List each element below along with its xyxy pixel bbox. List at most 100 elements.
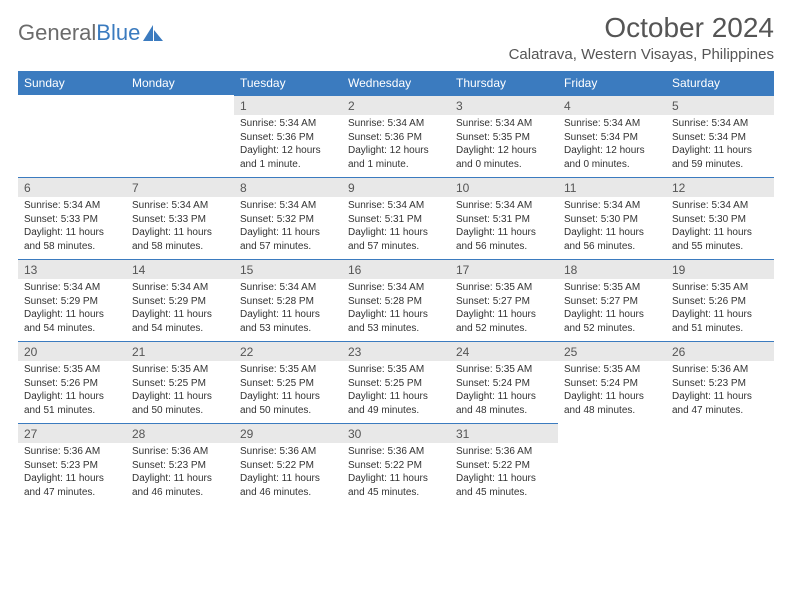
day-details: Sunrise: 5:36 AMSunset: 5:23 PMDaylight:… [666, 361, 774, 421]
daylight-text: Daylight: 12 hours and 1 minute. [348, 144, 444, 171]
sunset-text: Sunset: 5:22 PM [348, 459, 444, 473]
sunset-text: Sunset: 5:30 PM [672, 213, 768, 227]
daylight-text: Daylight: 11 hours and 58 minutes. [132, 226, 228, 253]
day-number: 2 [342, 95, 450, 115]
sunrise-text: Sunrise: 5:35 AM [456, 281, 552, 295]
day-number: 3 [450, 95, 558, 115]
calendar-cell: 20Sunrise: 5:35 AMSunset: 5:26 PMDayligh… [18, 341, 126, 423]
sunrise-text: Sunrise: 5:35 AM [24, 363, 120, 377]
day-number: 10 [450, 177, 558, 197]
calendar-cell: 31Sunrise: 5:36 AMSunset: 5:22 PMDayligh… [450, 423, 558, 505]
sunset-text: Sunset: 5:23 PM [24, 459, 120, 473]
sunrise-text: Sunrise: 5:35 AM [348, 363, 444, 377]
day-details: Sunrise: 5:34 AMSunset: 5:31 PMDaylight:… [450, 197, 558, 257]
sunrise-text: Sunrise: 5:34 AM [564, 199, 660, 213]
day-details: Sunrise: 5:34 AMSunset: 5:32 PMDaylight:… [234, 197, 342, 257]
day-number: 14 [126, 259, 234, 279]
day-details: Sunrise: 5:34 AMSunset: 5:36 PMDaylight:… [234, 115, 342, 175]
sunrise-text: Sunrise: 5:34 AM [132, 281, 228, 295]
title-block: October 2024 Calatrava, Western Visayas,… [509, 12, 774, 63]
day-details: Sunrise: 5:34 AMSunset: 5:30 PMDaylight:… [558, 197, 666, 257]
daylight-text: Daylight: 11 hours and 50 minutes. [240, 390, 336, 417]
day-details: Sunrise: 5:34 AMSunset: 5:30 PMDaylight:… [666, 197, 774, 257]
logo-text-2: Blue [96, 20, 140, 46]
day-number: 6 [18, 177, 126, 197]
calendar-cell: 7Sunrise: 5:34 AMSunset: 5:33 PMDaylight… [126, 177, 234, 259]
daylight-text: Daylight: 11 hours and 49 minutes. [348, 390, 444, 417]
header: GeneralBlue October 2024 Calatrava, West… [18, 12, 774, 63]
sunset-text: Sunset: 5:34 PM [672, 131, 768, 145]
day-number: 21 [126, 341, 234, 361]
calendar-cell: 15Sunrise: 5:34 AMSunset: 5:28 PMDayligh… [234, 259, 342, 341]
calendar-cell: 25Sunrise: 5:35 AMSunset: 5:24 PMDayligh… [558, 341, 666, 423]
daylight-text: Daylight: 11 hours and 53 minutes. [348, 308, 444, 335]
day-number: 22 [234, 341, 342, 361]
calendar-cell [126, 95, 234, 177]
day-number: 27 [18, 423, 126, 443]
day-number: 28 [126, 423, 234, 443]
sunset-text: Sunset: 5:34 PM [564, 131, 660, 145]
calendar-cell: 30Sunrise: 5:36 AMSunset: 5:22 PMDayligh… [342, 423, 450, 505]
day-details: Sunrise: 5:35 AMSunset: 5:25 PMDaylight:… [234, 361, 342, 421]
sunrise-text: Sunrise: 5:34 AM [456, 117, 552, 131]
day-number: 31 [450, 423, 558, 443]
calendar-week-row: 13Sunrise: 5:34 AMSunset: 5:29 PMDayligh… [18, 259, 774, 341]
sunrise-text: Sunrise: 5:34 AM [564, 117, 660, 131]
day-header: Saturday [666, 71, 774, 95]
day-number: 25 [558, 341, 666, 361]
day-details: Sunrise: 5:34 AMSunset: 5:31 PMDaylight:… [342, 197, 450, 257]
day-number: 12 [666, 177, 774, 197]
daylight-text: Daylight: 11 hours and 54 minutes. [132, 308, 228, 335]
daylight-text: Daylight: 12 hours and 0 minutes. [564, 144, 660, 171]
daylight-text: Daylight: 11 hours and 57 minutes. [240, 226, 336, 253]
sunset-text: Sunset: 5:31 PM [348, 213, 444, 227]
day-header: Tuesday [234, 71, 342, 95]
daylight-text: Daylight: 11 hours and 45 minutes. [348, 472, 444, 499]
calendar-cell: 12Sunrise: 5:34 AMSunset: 5:30 PMDayligh… [666, 177, 774, 259]
day-header: Wednesday [342, 71, 450, 95]
sunset-text: Sunset: 5:22 PM [240, 459, 336, 473]
day-details: Sunrise: 5:34 AMSunset: 5:33 PMDaylight:… [18, 197, 126, 257]
sunset-text: Sunset: 5:31 PM [456, 213, 552, 227]
day-number: 1 [234, 95, 342, 115]
calendar-cell: 18Sunrise: 5:35 AMSunset: 5:27 PMDayligh… [558, 259, 666, 341]
calendar-week-row: 1Sunrise: 5:34 AMSunset: 5:36 PMDaylight… [18, 95, 774, 177]
calendar-cell: 6Sunrise: 5:34 AMSunset: 5:33 PMDaylight… [18, 177, 126, 259]
calendar-cell: 21Sunrise: 5:35 AMSunset: 5:25 PMDayligh… [126, 341, 234, 423]
sunset-text: Sunset: 5:28 PM [240, 295, 336, 309]
sunrise-text: Sunrise: 5:34 AM [348, 117, 444, 131]
sunrise-text: Sunrise: 5:34 AM [24, 281, 120, 295]
calendar-cell: 19Sunrise: 5:35 AMSunset: 5:26 PMDayligh… [666, 259, 774, 341]
sunrise-text: Sunrise: 5:34 AM [240, 199, 336, 213]
day-details: Sunrise: 5:36 AMSunset: 5:22 PMDaylight:… [234, 443, 342, 503]
daylight-text: Daylight: 11 hours and 56 minutes. [456, 226, 552, 253]
sunrise-text: Sunrise: 5:34 AM [348, 199, 444, 213]
calendar-cell [18, 95, 126, 177]
calendar-head: SundayMondayTuesdayWednesdayThursdayFrid… [18, 71, 774, 95]
day-details: Sunrise: 5:34 AMSunset: 5:33 PMDaylight:… [126, 197, 234, 257]
sunrise-text: Sunrise: 5:35 AM [564, 363, 660, 377]
day-details: Sunrise: 5:35 AMSunset: 5:24 PMDaylight:… [558, 361, 666, 421]
calendar-cell: 23Sunrise: 5:35 AMSunset: 5:25 PMDayligh… [342, 341, 450, 423]
day-details: Sunrise: 5:34 AMSunset: 5:36 PMDaylight:… [342, 115, 450, 175]
sunset-text: Sunset: 5:25 PM [240, 377, 336, 391]
sunrise-text: Sunrise: 5:34 AM [348, 281, 444, 295]
sunrise-text: Sunrise: 5:35 AM [672, 281, 768, 295]
daylight-text: Daylight: 11 hours and 46 minutes. [132, 472, 228, 499]
day-header: Thursday [450, 71, 558, 95]
sunset-text: Sunset: 5:29 PM [132, 295, 228, 309]
location-text: Calatrava, Western Visayas, Philippines [509, 46, 774, 63]
sunrise-text: Sunrise: 5:36 AM [132, 445, 228, 459]
daylight-text: Daylight: 11 hours and 52 minutes. [456, 308, 552, 335]
day-number: 9 [342, 177, 450, 197]
sunset-text: Sunset: 5:25 PM [348, 377, 444, 391]
sunrise-text: Sunrise: 5:36 AM [240, 445, 336, 459]
sunset-text: Sunset: 5:25 PM [132, 377, 228, 391]
day-number: 13 [18, 259, 126, 279]
daylight-text: Daylight: 12 hours and 1 minute. [240, 144, 336, 171]
sunrise-text: Sunrise: 5:34 AM [24, 199, 120, 213]
sunset-text: Sunset: 5:33 PM [24, 213, 120, 227]
sunset-text: Sunset: 5:33 PM [132, 213, 228, 227]
daylight-text: Daylight: 11 hours and 47 minutes. [672, 390, 768, 417]
day-details: Sunrise: 5:35 AMSunset: 5:25 PMDaylight:… [342, 361, 450, 421]
